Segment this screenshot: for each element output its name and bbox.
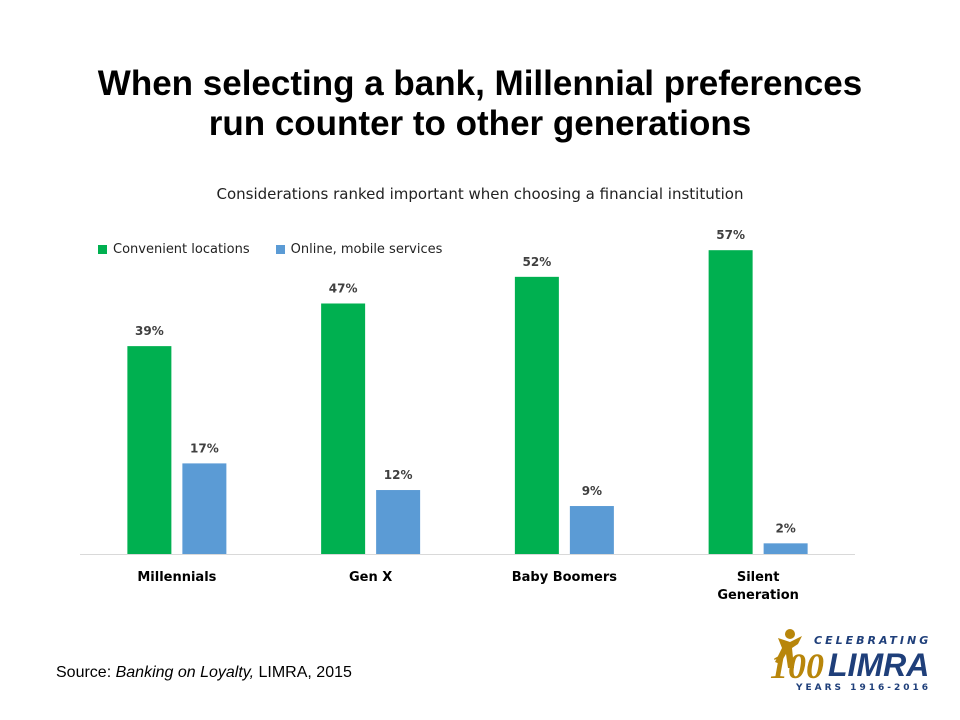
limra-logo: CELEBRATING 100 LIMRA YEARS 1916-2016 (770, 629, 931, 693)
chart-title: Considerations ranked important when cho… (216, 185, 744, 203)
slide-title: When selecting a bank, Millennial prefer… (0, 64, 960, 144)
category-label-silent-generation: Silent Generation (717, 570, 799, 603)
data-label-convenient-locations-gen-x: 47% (329, 281, 358, 295)
legend-item-online-mobile-services: Online, mobile services (275, 242, 443, 257)
data-label-online-mobile-services-silent-generation: 2% (775, 521, 795, 535)
legend-label-online-mobile-services: Online, mobile services (290, 242, 443, 257)
bar-convenient-locations-millennials (127, 346, 172, 554)
slide-title-line-2: run counter to other generations (208, 104, 752, 143)
logo-brand-text: LIMRA (828, 647, 929, 683)
data-label-convenient-locations-millennials: 39% (135, 324, 164, 338)
logo-years-text: YEARS 1916-2016 (795, 683, 931, 693)
bar-convenient-locations-baby-boomers (514, 276, 559, 554)
figure-icon (775, 629, 802, 668)
legend-item-convenient-locations: Convenient locations (98, 242, 250, 257)
bar-convenient-locations-silent-generation (708, 250, 753, 554)
legend-label-convenient-locations: Convenient locations (113, 242, 250, 257)
source-publisher: LIMRA, 2015 (254, 664, 352, 681)
chart-legend: Convenient locations Online, mobile serv… (98, 242, 442, 257)
bar-online-mobile-services-baby-boomers (569, 506, 614, 554)
data-label-online-mobile-services-millennials: 17% (190, 441, 219, 455)
bar-online-mobile-services-gen-x (376, 490, 421, 554)
data-label-convenient-locations-baby-boomers: 52% (523, 255, 552, 269)
logo-100-text: 100 (770, 646, 824, 686)
data-label-online-mobile-services-baby-boomers: 9% (582, 484, 602, 498)
bar-convenient-locations-gen-x (321, 303, 366, 554)
data-label-convenient-locations-silent-generation: 57% (716, 228, 745, 242)
data-label-online-mobile-services-gen-x: 12% (384, 468, 413, 482)
source-publication-title: Banking on Loyalty, (115, 664, 255, 681)
legend-swatch-convenient-locations (98, 245, 107, 254)
category-label-gen-x: Gen X (349, 570, 392, 585)
source-note: Source: Banking on Loyalty, LIMRA, 2015 (56, 664, 352, 682)
slide-title-line-1: When selecting a bank, Millennial prefer… (97, 64, 863, 103)
logo-celebrating-text: CELEBRATING (814, 634, 931, 647)
bar-online-mobile-services-silent-generation (763, 543, 808, 554)
category-label-millennials: Millennials (137, 570, 216, 585)
source-prefix: Source: (56, 664, 116, 681)
legend-swatch-online-mobile-services (275, 245, 285, 254)
bar-online-mobile-services-millennials (182, 463, 227, 554)
category-label-baby-boomers: Baby Boomers (512, 570, 618, 585)
